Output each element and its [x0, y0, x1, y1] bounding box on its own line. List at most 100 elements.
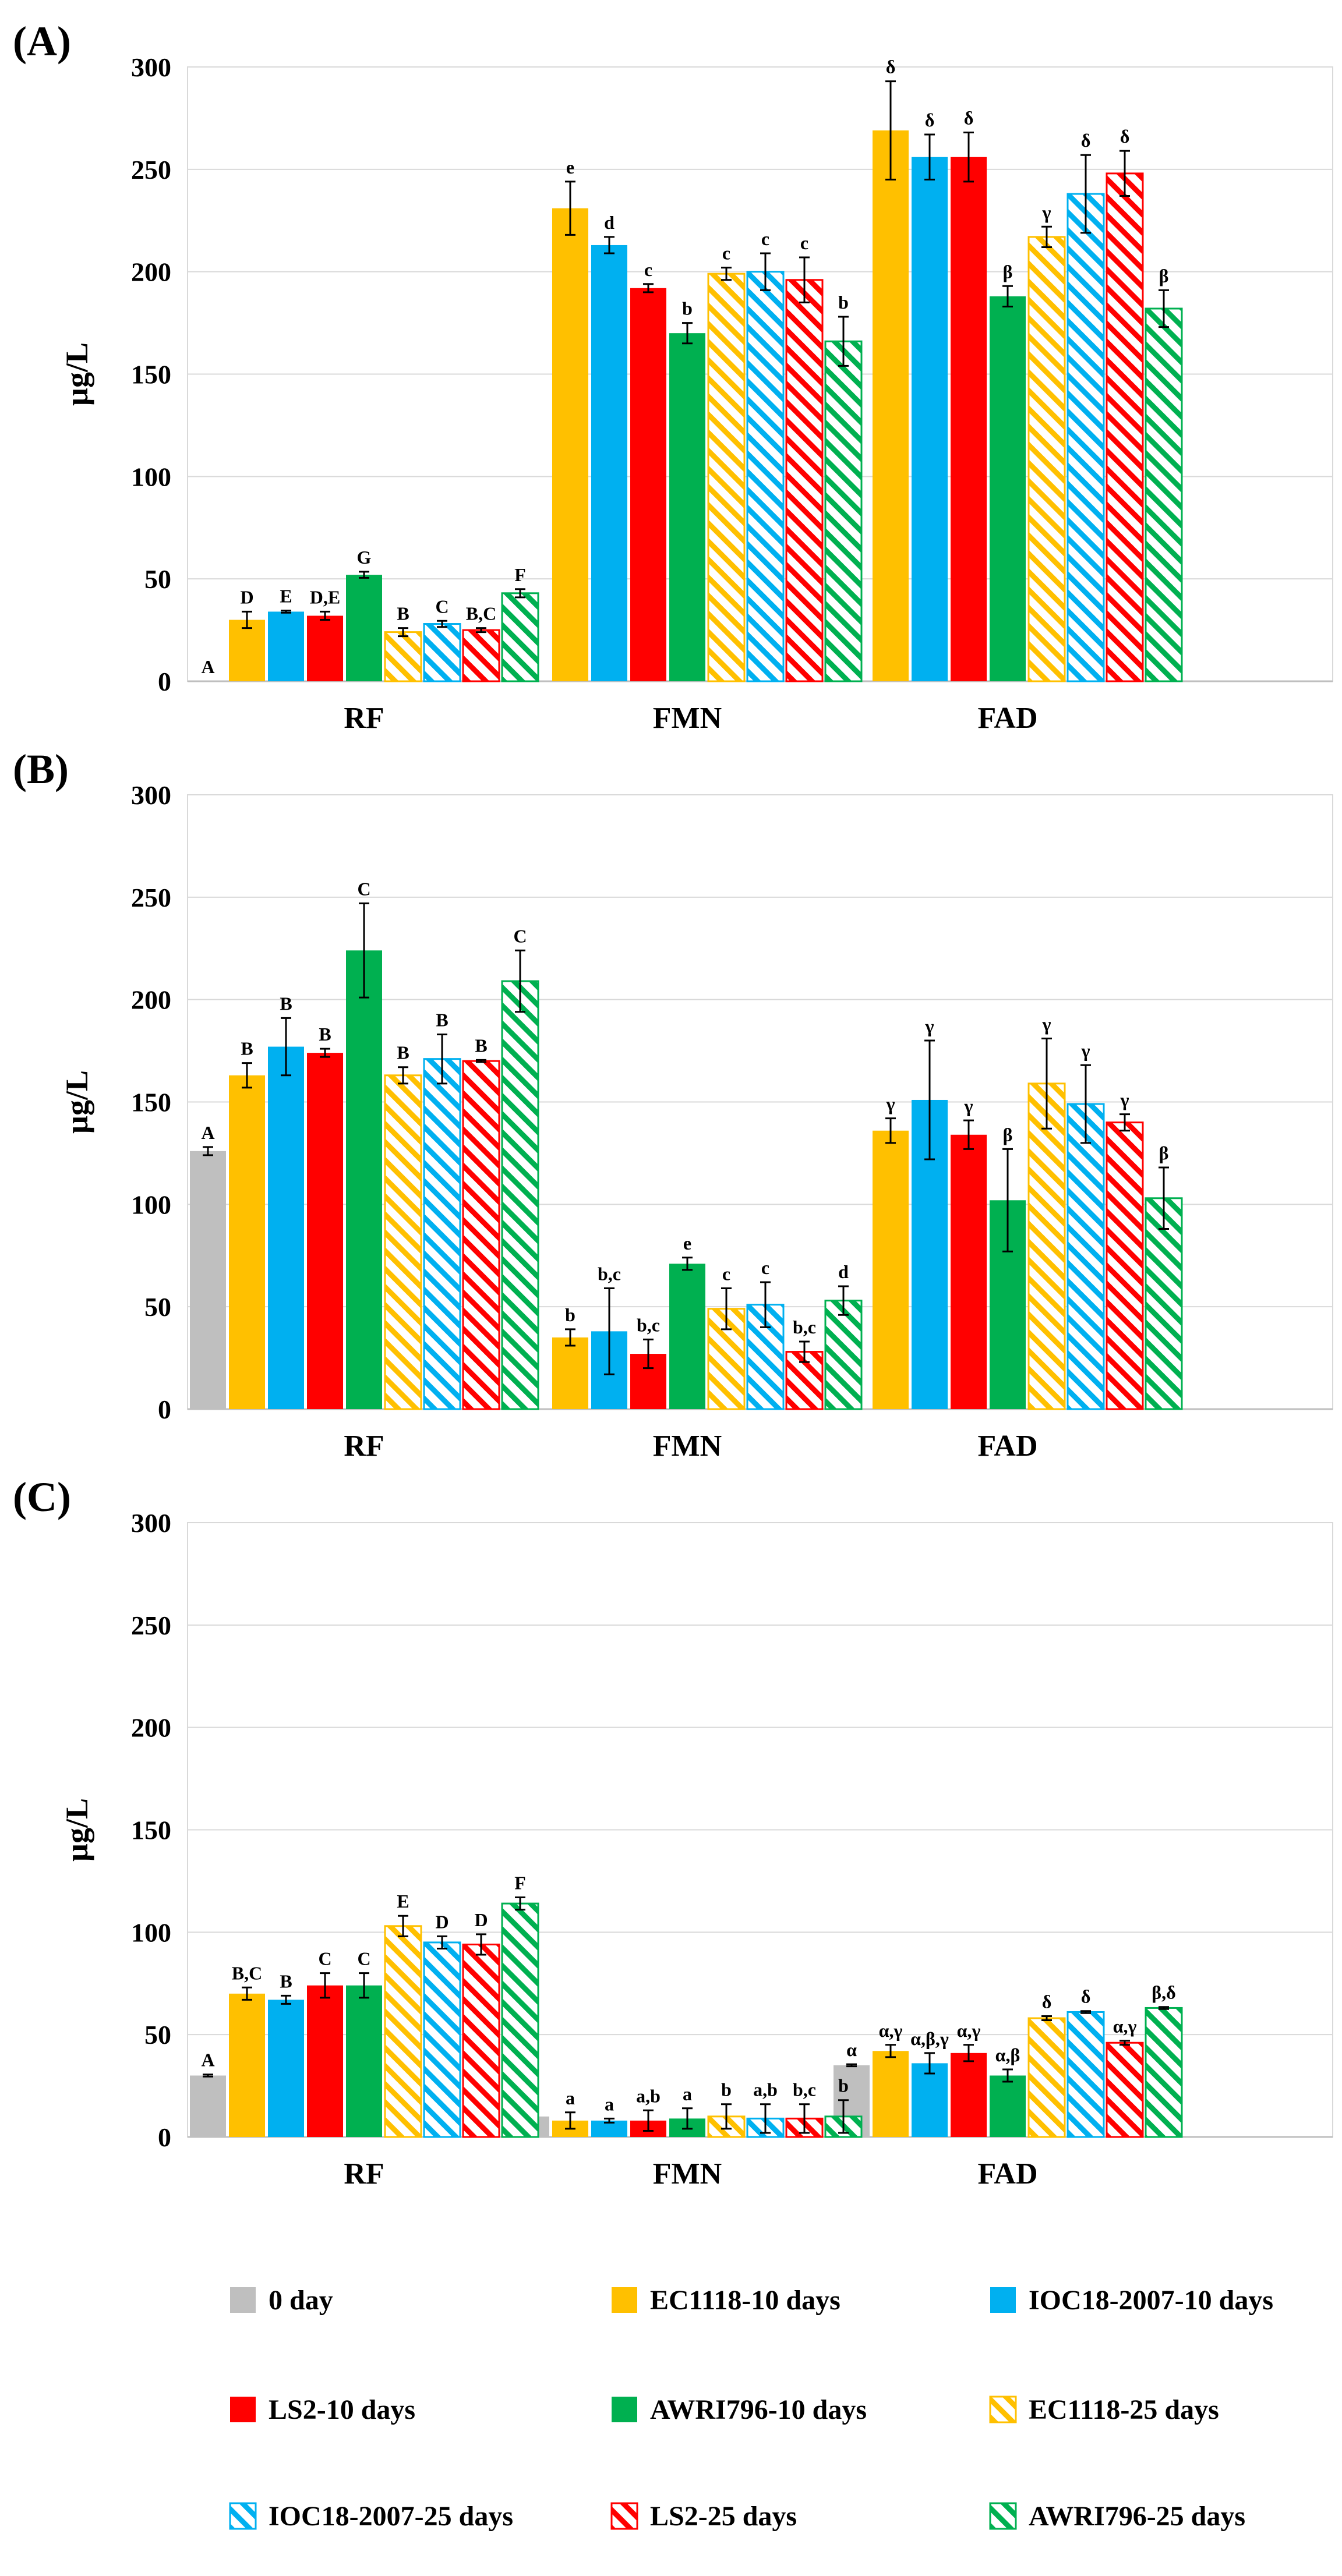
y-tick-label: 200 [131, 985, 171, 1015]
panel-label: (A) [13, 18, 71, 65]
significance-label: γ [1081, 1040, 1090, 1061]
significance-label: δ [886, 56, 896, 77]
bar-awri796-10-days-rf [346, 1985, 382, 2137]
significance-label: c [722, 243, 730, 264]
y-tick-label: 300 [131, 52, 171, 82]
bar-awri796-25-days-fmn [824, 340, 863, 682]
category-label-fmn: FMN [653, 2157, 722, 2191]
category-label-rf: RF [344, 2157, 384, 2191]
significance-label: b [682, 298, 693, 319]
significance-label: γ [964, 1095, 973, 1116]
significance-label: c [800, 232, 808, 253]
y-axis-label: µg/L [59, 1070, 94, 1134]
significance-label: c [761, 1257, 769, 1278]
y-tick-label: 150 [131, 1088, 171, 1117]
y-tick-label: 150 [131, 360, 171, 390]
significance-label: C [318, 1948, 331, 1969]
significance-label: A [201, 2050, 214, 2071]
y-tick-label: 50 [144, 1292, 171, 1322]
bar-awri796-10-days-rf [346, 950, 382, 1409]
significance-label: δ [1081, 130, 1091, 151]
bar-ioc18-2007-10-days-rf [268, 611, 304, 681]
legend-swatch-ls2-25-days [610, 2502, 638, 2530]
y-tick-label: 100 [131, 1917, 171, 1947]
y-tick-label: 250 [131, 155, 171, 185]
bar-ls2-25-days-fmn [785, 279, 824, 682]
bar-ec1118-25-days-fad [1027, 1082, 1066, 1410]
bar-awri796-25-days-fad [1145, 2007, 1183, 2138]
legend-label-ioc18-2007-25-days: IOC18-2007-25 days [269, 2501, 513, 2532]
bar-ls2-10-days-fmn [630, 288, 666, 681]
bar-ls2-10-days-rf [307, 1985, 343, 2137]
y-tick-label: 0 [158, 2122, 171, 2152]
bar-ls2-25-days-fad [1106, 2041, 1144, 2138]
legend: 0 day EC1118-10 days IOC18-2007-10 days LS2… [229, 2285, 1273, 2532]
bar-ec1118-10-days-rf [229, 620, 265, 681]
significance-label: b [721, 2079, 732, 2100]
legend-swatch-ec1118-10-days [612, 2287, 637, 2313]
bar-ls2-10-days-fad [951, 1134, 987, 1409]
bar-ls2-10-days-fad [951, 157, 987, 681]
y-tick-label: 50 [144, 564, 171, 594]
chart-panel-1: (B)050100150200250300µg/LRFFMNFADAaαBbγB… [13, 746, 1333, 1463]
significance-label: F [514, 1873, 526, 1894]
significance-label: e [566, 157, 574, 178]
bar-ec1118-10-days-fad [873, 2051, 909, 2137]
significance-label: A [201, 656, 214, 677]
category-label-fmn: FMN [653, 1429, 722, 1463]
significance-label: C [357, 878, 370, 899]
significance-label: α,γ [879, 2020, 903, 2041]
panel-label: (C) [13, 1474, 71, 1520]
bar-awri796-10-days-fad [990, 2075, 1026, 2137]
bar-ls2-25-days-rf [462, 629, 500, 682]
legend-label-ec1118-10-days: EC1118-10 days [650, 2285, 840, 2316]
bar-awri796-10-days-fad [990, 296, 1026, 681]
significance-label: α,γ [1113, 2016, 1137, 2037]
significance-label: B,C [466, 603, 496, 624]
significance-label: D [435, 1911, 448, 1932]
bar-ioc18-2007-25-days-rf [423, 623, 461, 682]
bar-ec1118-25-days-fmn [707, 273, 746, 682]
y-axis-label: µg/L [59, 1798, 94, 1862]
bar-ec1118-10-days-fmn [552, 208, 588, 681]
bar-ls2-25-days-fad [1106, 172, 1144, 682]
significance-label: a [683, 2083, 692, 2104]
significance-label: a,b [636, 2085, 661, 2106]
significance-label: α [846, 2039, 857, 2060]
bar-ls2-25-days-rf [462, 1060, 500, 1410]
bar-awri796-25-days-fmn [824, 1300, 863, 1410]
significance-label: C [513, 925, 527, 946]
bar-awri796-10-days-fmn [669, 333, 705, 681]
bar-ec1118-25-days-rf [384, 1925, 422, 2138]
significance-label: a [566, 2087, 575, 2108]
significance-label: α,β,γ [910, 2028, 949, 2049]
significance-label: δ [964, 108, 974, 129]
y-tick-label: 250 [131, 883, 171, 912]
bar-ec1118-10-days-rf [229, 1075, 265, 1409]
significance-label: γ [1042, 201, 1051, 222]
y-axis-label: µg/L [59, 342, 94, 406]
legend-label-awri796-10-days: AWRI796-10 days [650, 2394, 867, 2425]
bar-ec1118-25-days-rf [384, 631, 422, 682]
significance-label: d [604, 212, 615, 233]
bar-ioc18-2007-25-days-fmn [746, 271, 785, 682]
legend-label-awri796-25-days: AWRI796-25 days [1029, 2501, 1245, 2532]
y-tick-label: 100 [131, 462, 171, 491]
legend-swatch-ioc18-2007-25-days [229, 2502, 257, 2530]
bar-ls2-10-days-fad [951, 2053, 987, 2137]
significance-label: b,c [793, 1317, 816, 1337]
significance-label: B [319, 1024, 331, 1045]
bar-0-day-rf [190, 2075, 226, 2137]
bar-ls2-10-days-rf [307, 1053, 343, 1409]
significance-label: β,δ [1152, 1982, 1175, 2003]
significance-label: c [722, 1264, 730, 1285]
y-tick-label: 300 [131, 780, 171, 810]
significance-label: β [1159, 265, 1169, 286]
panel-label: (B) [13, 746, 69, 792]
significance-label: B [280, 993, 292, 1014]
category-label-fad: FAD [977, 1429, 1037, 1463]
significance-label: B [436, 1009, 448, 1030]
significance-label: δ [925, 109, 935, 130]
y-tick-label: 0 [158, 667, 171, 696]
